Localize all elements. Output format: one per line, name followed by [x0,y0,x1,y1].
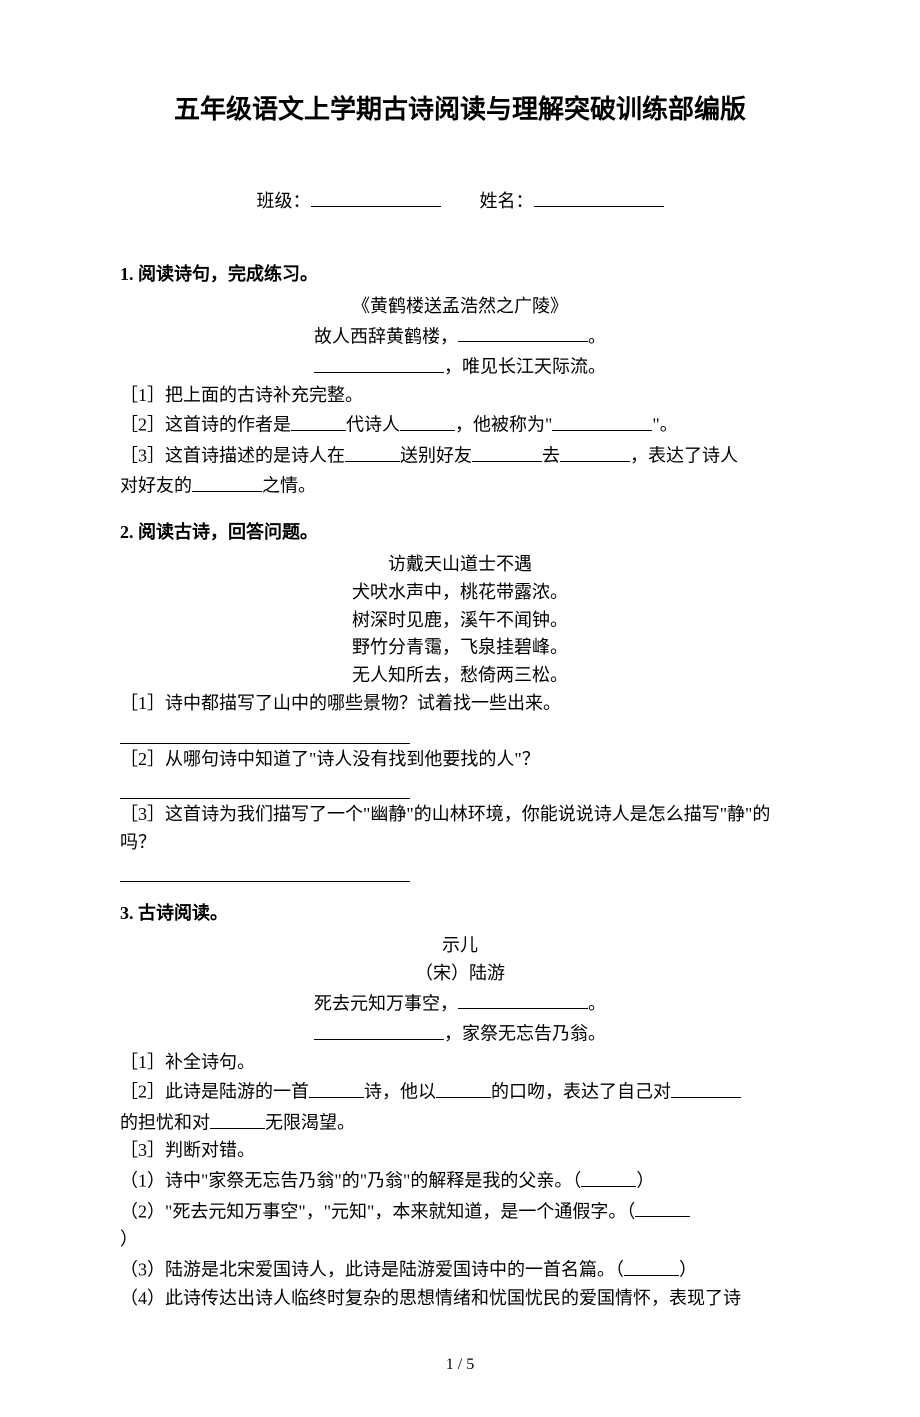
q1-poem-title: 《黄鹤楼送孟浩然之广陵》 [120,293,800,321]
q1-sub2-blank3[interactable] [552,409,652,431]
q1-sub3-b: 送别好友 [400,446,472,466]
q3-j3-a: （3）陆游是北宋爱国诗人，此诗是陆游爱国诗中的一首名篇。（ [120,1260,624,1280]
q1-sub1: ［1］把上面的古诗补充完整。 [120,382,800,410]
q3-sub2-blank3[interactable] [671,1076,741,1098]
q3-poem-title: 示儿 [120,932,800,960]
q3-j3-blank[interactable] [624,1254,679,1276]
q1-line2: ，唯见长江天际流。 [120,351,800,381]
q3-judge2-close: ） [120,1226,800,1254]
q3-judge4: （4）此诗传达出诗人临终时复杂的思想情绪和忧国忧民的爱国情怀，表现了诗 [120,1285,800,1313]
q3-line1-b: 。 [588,993,606,1013]
q3-sub2-blank4[interactable] [210,1107,265,1129]
q3-j2-a: （2）"死去元知万事空"，"元知"，本来就知道，是一个通假字。（ [120,1201,635,1221]
q1-sub3-a: ［3］这首诗描述的是诗人在 [120,446,345,466]
q3-sub2-cont: 的担忧和对 无限渴望。 [120,1107,800,1137]
q1-line1: 故人西辞黄鹤楼， 。 [120,321,800,351]
q3-sub1: ［1］补全诗句。 [120,1049,800,1077]
header-fields: 班级： 姓名： [120,185,800,215]
q3-heading: 3. 古诗阅读。 [120,900,800,928]
q3-j1-a: （1）诗中"家祭无忘告乃翁"的"乃翁"的解释是我的父亲。（ [120,1171,581,1191]
q3-line1-a: 死去元知万事空， [314,993,458,1013]
q1-sub3-d: ，表达了诗人 [630,446,738,466]
q1-sub2-d: "。 [652,415,677,435]
q3-sub2-c: 的口吻，表达了自己对 [491,1082,671,1102]
page-title: 五年级语文上学期古诗阅读与理解突破训练部编版 [120,90,800,130]
q3-sub2-blank1[interactable] [309,1076,364,1098]
q1-sub3: ［3］这首诗描述的是诗人在 送别好友 去 ，表达了诗人 [120,440,800,470]
class-label: 班级： [257,188,311,216]
name-blank[interactable] [534,185,664,207]
q2-sub3-answer[interactable] [120,859,410,882]
q3-sub2-a: ［2］此诗是陆游的一首 [120,1082,309,1102]
q1-sub3-blank4[interactable] [192,470,262,492]
q3-author: （宋）陆游 [120,960,800,988]
q3-sub2-b: 诗，他以 [364,1082,436,1102]
q1-sub3-c: 去 [542,446,560,466]
q1-line2-blank[interactable] [314,351,444,373]
q3-line1-blank[interactable] [458,988,588,1010]
q1-sub2-blank2[interactable] [400,409,455,431]
q3-sub2-e: 无限渴望。 [265,1113,355,1133]
q1-line1-blank[interactable] [458,321,588,343]
q3-judge2: （2）"死去元知万事空"，"元知"，本来就知道，是一个通假字。（ [120,1196,800,1226]
q2-sub2-answer[interactable] [120,775,410,798]
name-label: 姓名： [480,188,534,216]
q1-sub3-e: 对好友的 [120,476,192,496]
q1-sub2-c: ，他被称为" [455,415,552,435]
q3-j2-blank[interactable] [635,1196,690,1218]
q1-sub3-blank1[interactable] [345,440,400,462]
q2-sub1: ［1］诗中都描写了山中的哪些景物？试着找一些出来。 [120,690,800,718]
q3-line2-blank[interactable] [314,1018,444,1040]
q3-line2: ，家祭无忘告乃翁。 [120,1018,800,1048]
q2-line2: 树深时见鹿，溪午不闻钟。 [120,607,800,635]
q1-line2-a: ，唯见长江天际流。 [444,357,606,377]
q1-line1-a: 故人西辞黄鹤楼， [314,326,458,346]
q3-sub2-d: 的担忧和对 [120,1113,210,1133]
q2-line4: 无人知所去，愁倚两三松。 [120,662,800,690]
q1-sub2-a: ［2］这首诗的作者是 [120,415,291,435]
q1-sub3-blank3[interactable] [560,440,630,462]
q3-sub3: ［3］判断对错。 [120,1137,800,1165]
q2-sub2: ［2］从哪句诗中知道了"诗人没有找到他要找的人"？ [120,746,800,774]
q3-j3-b: ） [679,1260,697,1280]
q1-sub3-cont: 对好友的 之情。 [120,470,800,500]
class-blank[interactable] [311,185,441,207]
q3-sub2-blank2[interactable] [436,1076,491,1098]
q2-poem-title: 访戴天山道士不遇 [120,551,800,579]
q1-sub2: ［2］这首诗的作者是 代诗人 ，他被称为" "。 [120,409,800,439]
q1-sub2-blank1[interactable] [291,409,346,431]
q3-judge1: （1）诗中"家祭无忘告乃翁"的"乃翁"的解释是我的父亲。（ ） [120,1165,800,1195]
q1-sub2-b: 代诗人 [346,415,400,435]
q2-line1: 犬吠水声中，桃花带露浓。 [120,579,800,607]
q2-heading: 2. 阅读古诗，回答问题。 [120,519,800,547]
q3-sub2: ［2］此诗是陆游的一首 诗，他以 的口吻，表达了自己对 [120,1076,800,1106]
q1-sub3-blank2[interactable] [472,440,542,462]
page-footer: 1 / 5 [120,1353,800,1378]
q1-line1-b: 。 [588,326,606,346]
q3-judge3: （3）陆游是北宋爱国诗人，此诗是陆游爱国诗中的一首名篇。（ ） [120,1254,800,1284]
q2-sub1-answer[interactable] [120,720,410,743]
q3-line1: 死去元知万事空， 。 [120,988,800,1018]
q3-j1-blank[interactable] [581,1165,636,1187]
q3-line2-a: ，家祭无忘告乃翁。 [444,1024,606,1044]
q2-sub3: ［3］这首诗为我们描写了一个"幽静"的山林环境，你能说说诗人是怎么描写"静"的吗… [120,801,800,857]
q1-heading: 1. 阅读诗句，完成练习。 [120,261,800,289]
q1-sub3-f: 之情。 [262,476,316,496]
q2-line3: 野竹分青霭，飞泉挂碧峰。 [120,634,800,662]
q3-j1-b: ） [636,1171,654,1191]
